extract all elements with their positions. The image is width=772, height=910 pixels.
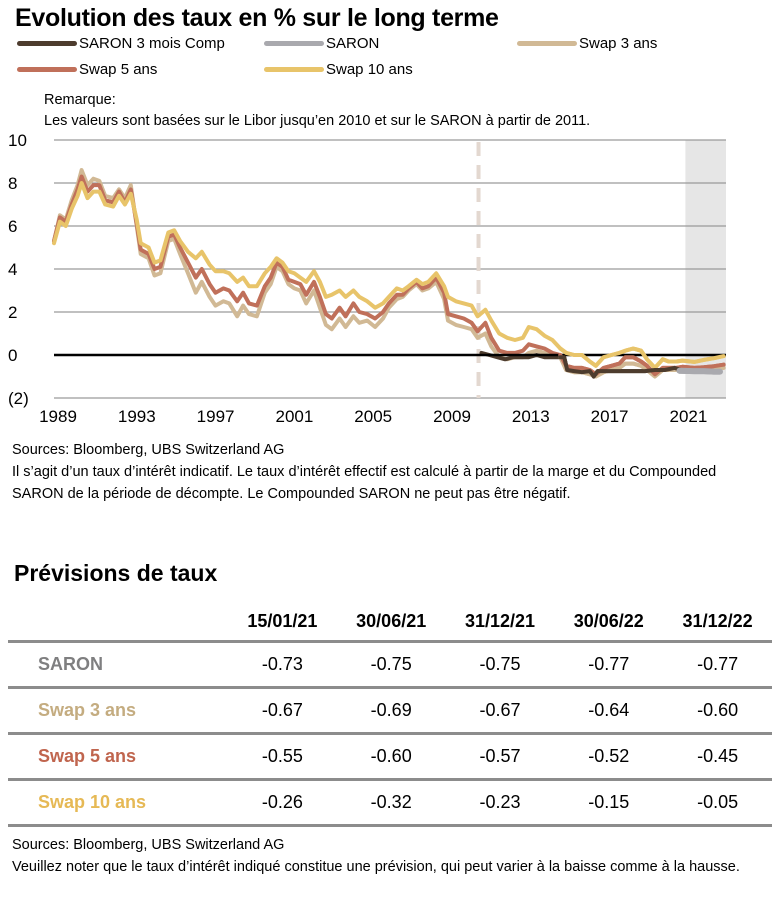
row-label: Swap 10 ans	[8, 778, 228, 827]
series-line-swap-3-ans	[52, 168, 726, 379]
table-cell: -0.69	[336, 686, 446, 734]
table-cell: -0.75	[336, 640, 446, 688]
row-label: SARON	[8, 640, 228, 688]
forecast-note: Veuillez noter que le taux d’intérêt ind…	[12, 859, 740, 875]
table-cell: -0.67	[228, 686, 337, 734]
y-tick-label: 6	[8, 217, 17, 236]
table-cell: -0.60	[336, 732, 446, 780]
legend-swatch	[264, 67, 324, 72]
chart-title: Evolution des taux en % sur le long term…	[15, 4, 499, 32]
x-tick-label: 2017	[591, 407, 629, 426]
legend-item-saron: SARON	[264, 35, 379, 52]
y-tick-label: 10	[8, 131, 27, 150]
row-label: Swap 3 ans	[8, 686, 228, 734]
table-cell: -0.15	[554, 778, 664, 827]
table-cell: -0.75	[445, 640, 555, 688]
legend-swatch	[264, 41, 324, 46]
header-empty	[8, 602, 228, 642]
x-tick-label: 2021	[669, 407, 707, 426]
table-cell: -0.32	[336, 778, 446, 827]
table-cell: -0.52	[554, 732, 664, 780]
x-tick-label: 2001	[275, 407, 313, 426]
y-tick-label: 0	[8, 346, 17, 365]
column-header: 30/06/21	[356, 610, 427, 631]
series-line-recent-swap-10-ans	[558, 346, 726, 370]
column-header: 15/01/21	[247, 610, 318, 631]
legend-label: Swap 5 ans	[79, 61, 158, 78]
table-cell: -0.23	[445, 778, 555, 827]
table-row-swap-3: Swap 3 ans -0.67 -0.69 -0.67 -0.64 -0.60	[8, 686, 772, 734]
x-tick-label: 1993	[118, 407, 156, 426]
column-header: 31/12/22	[682, 610, 753, 631]
table-row-saron: SARON -0.73 -0.75 -0.75 -0.77 -0.77	[8, 640, 772, 688]
x-tick-label: 1989	[39, 407, 77, 426]
table-cell: -0.67	[445, 686, 555, 734]
legend-label: SARON 3 mois Comp	[79, 35, 225, 52]
column-header: 31/12/21	[464, 610, 536, 631]
forecast-table: 15/01/21 30/06/21 31/12/21 30/06/22 31/1…	[8, 602, 772, 827]
x-tick-label: 2013	[512, 407, 550, 426]
legend-label: Swap 10 ans	[326, 61, 413, 78]
table-cell: -0.77	[554, 640, 664, 688]
legend-label: SARON	[326, 35, 380, 52]
row-label: Swap 5 ans	[8, 732, 228, 780]
legend-item-saron-3m-comp: SARON 3 mois Comp	[17, 35, 225, 52]
series-line-recent-saron-3-mois-comp	[558, 355, 687, 379]
y-tick-label: 4	[8, 260, 17, 279]
remark-text: Les valeurs sont basées sur le Libor jus…	[44, 113, 591, 129]
chart-sources: Sources: Bloomberg, UBS Switzerland AG	[12, 442, 285, 458]
forecast-title: Prévisions de taux	[14, 560, 218, 586]
legend-swatch	[17, 67, 77, 72]
table-cell: -0.57	[445, 732, 555, 780]
table-cell: -0.73	[228, 640, 337, 688]
x-tick-label: 2009	[433, 407, 471, 426]
table-cell: -0.55	[228, 732, 337, 780]
table-cell: -0.64	[554, 686, 664, 734]
table-row-swap-10: Swap 10 ans -0.26 -0.32 -0.23 -0.15 -0.0…	[8, 778, 772, 827]
legend-swatch	[517, 41, 577, 46]
column-header: 30/06/22	[573, 610, 644, 631]
table-cell: -0.45	[663, 732, 772, 780]
table-header-row: 15/01/21 30/06/21 31/12/21 30/06/22 31/1…	[8, 602, 772, 642]
x-tick-label: 1997	[197, 407, 235, 426]
table-cell: -0.26	[228, 778, 337, 827]
legend-swatch	[17, 41, 77, 46]
x-tick-label: 2005	[354, 407, 392, 426]
series-line-recent-swap-5-ans	[558, 353, 726, 377]
legend-item-swap-10: Swap 10 ans	[264, 61, 413, 78]
y-tick-label: (2)	[8, 389, 29, 408]
y-tick-label: 2	[8, 303, 17, 322]
legend-label: Swap 3 ans	[579, 35, 658, 52]
series-line-recent-saron	[676, 367, 723, 375]
legend-item-swap-5: Swap 5 ans	[17, 61, 157, 78]
table-row-swap-5: Swap 5 ans -0.55 -0.60 -0.57 -0.52 -0.45	[8, 732, 772, 780]
chart-note: Il s’agit d’un taux d’intérêt indicatif.…	[12, 464, 717, 502]
table-cell: -0.60	[663, 686, 772, 734]
table-cell: -0.77	[663, 640, 772, 688]
legend-item-swap-3: Swap 3 ans	[517, 35, 657, 52]
forecast-sources: Sources: Bloomberg, UBS Switzerland AG	[12, 837, 285, 853]
remark-title: Remarque:	[44, 92, 116, 108]
table-cell: -0.05	[663, 778, 772, 827]
line-chart: 10 8 6 4 2 0 (2) 1989 1993 1997 2001 2005 2009 2013 20…	[8, 131, 726, 426]
y-tick-label: 8	[8, 174, 17, 193]
